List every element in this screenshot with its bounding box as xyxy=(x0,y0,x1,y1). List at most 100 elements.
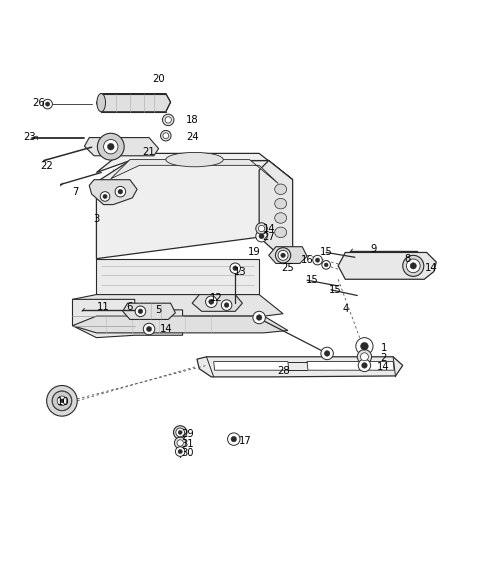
Polygon shape xyxy=(89,180,137,205)
Polygon shape xyxy=(72,295,283,316)
Text: 4: 4 xyxy=(342,304,348,314)
Circle shape xyxy=(324,263,328,267)
Circle shape xyxy=(103,194,107,198)
Circle shape xyxy=(173,426,187,439)
Ellipse shape xyxy=(275,184,287,194)
Text: 11: 11 xyxy=(97,302,110,312)
Circle shape xyxy=(256,230,267,242)
Ellipse shape xyxy=(275,213,287,223)
Circle shape xyxy=(135,306,146,316)
Circle shape xyxy=(43,99,52,109)
Circle shape xyxy=(60,399,64,403)
Circle shape xyxy=(174,437,186,449)
Polygon shape xyxy=(96,93,170,112)
Polygon shape xyxy=(259,161,293,259)
Text: 17: 17 xyxy=(239,435,251,446)
Circle shape xyxy=(57,396,67,406)
Circle shape xyxy=(165,117,171,123)
Circle shape xyxy=(97,133,124,160)
Circle shape xyxy=(322,260,330,269)
Text: 30: 30 xyxy=(181,449,193,458)
Text: 15: 15 xyxy=(329,285,342,295)
Text: 12: 12 xyxy=(210,294,222,303)
Circle shape xyxy=(253,311,265,324)
Text: 15: 15 xyxy=(305,275,318,285)
Text: 26: 26 xyxy=(33,98,45,108)
Text: 28: 28 xyxy=(277,366,289,376)
Text: 18: 18 xyxy=(186,115,198,125)
Circle shape xyxy=(258,225,264,231)
Circle shape xyxy=(178,449,182,454)
Text: 22: 22 xyxy=(40,161,52,172)
Circle shape xyxy=(231,436,237,442)
Ellipse shape xyxy=(97,93,106,112)
Text: 9: 9 xyxy=(371,244,377,254)
Polygon shape xyxy=(269,247,307,263)
Circle shape xyxy=(321,347,333,360)
Circle shape xyxy=(52,391,72,411)
Circle shape xyxy=(276,248,291,263)
Circle shape xyxy=(162,114,174,125)
Text: 1: 1 xyxy=(380,343,387,353)
Circle shape xyxy=(360,353,368,361)
Text: 16: 16 xyxy=(300,255,313,265)
Circle shape xyxy=(256,315,262,320)
Polygon shape xyxy=(307,361,394,370)
Text: 15: 15 xyxy=(320,247,333,258)
Circle shape xyxy=(175,447,185,457)
Polygon shape xyxy=(123,303,175,319)
Circle shape xyxy=(178,430,182,434)
Circle shape xyxy=(230,263,240,274)
Ellipse shape xyxy=(275,198,287,209)
Circle shape xyxy=(315,258,320,262)
Circle shape xyxy=(281,253,286,258)
Circle shape xyxy=(46,102,50,106)
Circle shape xyxy=(177,440,183,446)
Polygon shape xyxy=(72,299,182,337)
Text: 14: 14 xyxy=(377,363,390,372)
Circle shape xyxy=(403,255,424,276)
Text: 10: 10 xyxy=(57,397,69,407)
Text: 6: 6 xyxy=(127,302,133,312)
Circle shape xyxy=(233,266,238,271)
Circle shape xyxy=(160,131,171,141)
Circle shape xyxy=(144,323,155,335)
Circle shape xyxy=(221,300,232,311)
Circle shape xyxy=(410,263,417,269)
Circle shape xyxy=(163,133,168,139)
Polygon shape xyxy=(192,295,242,311)
Polygon shape xyxy=(96,161,269,259)
Circle shape xyxy=(47,385,77,416)
Circle shape xyxy=(104,140,118,154)
Circle shape xyxy=(58,396,67,405)
Polygon shape xyxy=(84,137,158,156)
Circle shape xyxy=(176,428,184,437)
Polygon shape xyxy=(197,357,403,377)
Text: 25: 25 xyxy=(281,263,294,273)
Polygon shape xyxy=(96,153,293,180)
Circle shape xyxy=(278,250,288,260)
Ellipse shape xyxy=(166,152,223,167)
Circle shape xyxy=(205,296,217,307)
Text: 14: 14 xyxy=(159,324,172,334)
Text: 27: 27 xyxy=(263,232,275,242)
Text: 31: 31 xyxy=(181,439,193,449)
Circle shape xyxy=(357,349,372,364)
Text: 19: 19 xyxy=(248,247,261,258)
Circle shape xyxy=(108,143,114,150)
Circle shape xyxy=(118,189,123,194)
Circle shape xyxy=(259,234,264,239)
Ellipse shape xyxy=(275,227,287,238)
Circle shape xyxy=(356,337,373,355)
Circle shape xyxy=(209,299,214,304)
Text: 8: 8 xyxy=(404,254,410,264)
Circle shape xyxy=(313,255,323,265)
Circle shape xyxy=(360,343,368,350)
Text: 3: 3 xyxy=(93,214,99,224)
Circle shape xyxy=(358,359,371,372)
Circle shape xyxy=(361,363,367,368)
Text: 5: 5 xyxy=(156,305,162,315)
Circle shape xyxy=(115,186,126,197)
Polygon shape xyxy=(96,259,259,295)
Circle shape xyxy=(52,391,72,410)
